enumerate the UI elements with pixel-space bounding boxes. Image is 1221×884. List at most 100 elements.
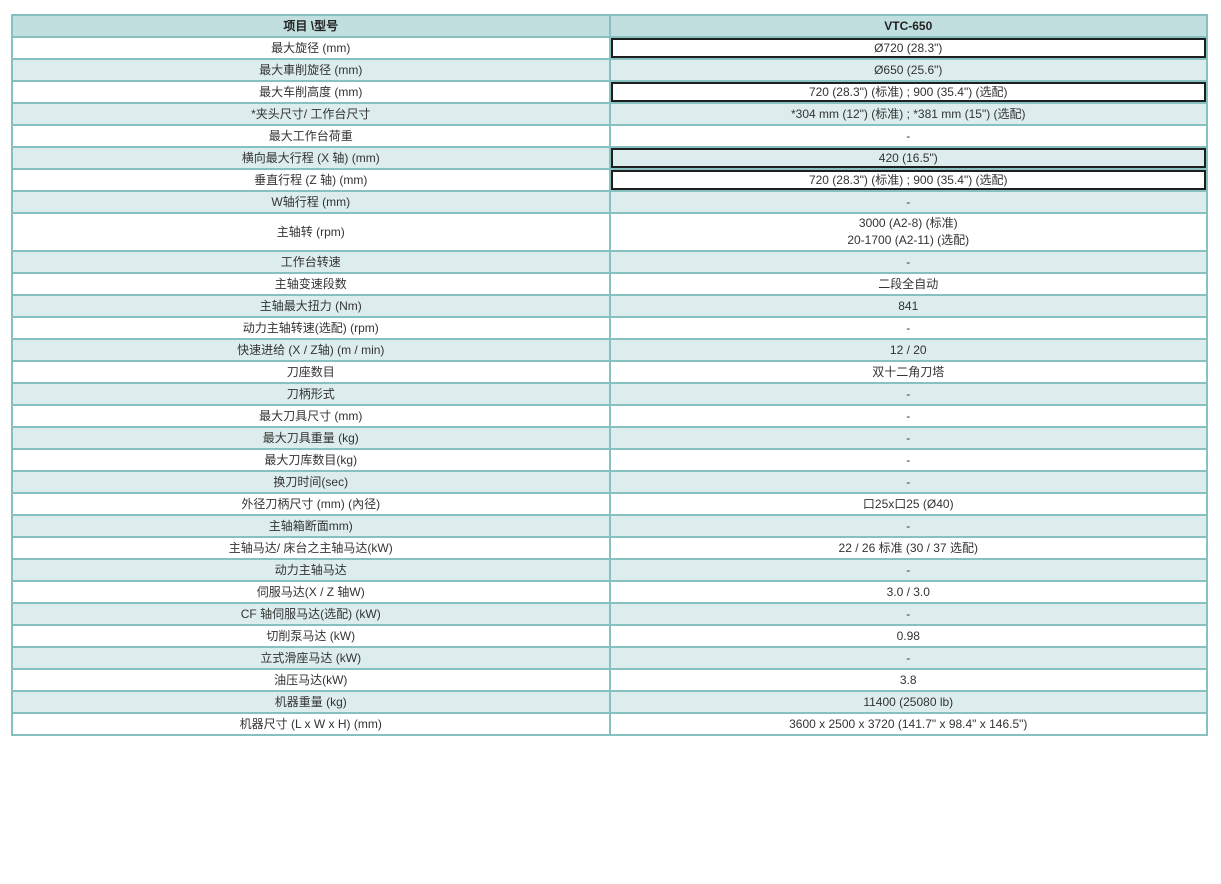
spec-value: 11400 (25080 lb) [608,690,1208,714]
spec-table: 项目 \型号 VTC-650 最大旋径 (mm) Ø720 (28.3") 最大車削… [11,14,1208,736]
spec-label: 横向最大行程 (X 轴) (mm) [11,146,611,170]
table-row: 动力主轴马达 - [11,558,1208,582]
spec-value: - [608,250,1208,274]
spec-value: - [608,316,1208,340]
spec-value: 720 (28.3") (标准) ; 900 (35.4") (选配) [608,80,1208,104]
spec-value: 12 / 20 [608,338,1208,362]
table-row: 切削泵马达 (kW) 0.98 [11,624,1208,648]
spec-label: 工作台转速 [11,250,611,274]
spec-label: 立式滑座马达 (kW) [11,646,611,670]
table-row: 主轴转 (rpm) 3000 (A2-8) (标准) 20-1700 (A2-11)… [11,212,1208,252]
spec-value: - [608,382,1208,406]
table-row: 最大刀具重量 (kg) - [11,426,1208,450]
spec-value: 3600 x 2500 x 3720 (141.7" x 98.4" x 146… [608,712,1208,736]
table-row: W轴行程 (mm) - [11,190,1208,214]
table-row: *夹头尺寸/ 工作台尺寸 *304 mm (12") (标准) ; *381 mm… [11,102,1208,126]
spec-label: 油压马达(kW) [11,668,611,692]
spec-label: 机器重量 (kg) [11,690,611,714]
spec-label: 换刀时间(sec) [11,470,611,494]
spec-label: 机器尺寸 (L x W x H) (mm) [11,712,611,736]
spec-value: 3000 (A2-8) (标准) 20-1700 (A2-11) (选配) [608,212,1208,252]
spec-label: 最大刀具尺寸 (mm) [11,404,611,428]
table-row: CF 轴伺服马达(选配) (kW) - [11,602,1208,626]
spec-label: 动力主轴转速(选配) (rpm) [11,316,611,340]
spec-label: 主轴最大扭力 (Nm) [11,294,611,318]
table-row: 刀座数目 双十二角刀塔 [11,360,1208,384]
spec-label: 主轴箱断面mm) [11,514,611,538]
table-row: 最大車削旋径 (mm) Ø650 (25.6") [11,58,1208,82]
spec-label: 动力主轴马达 [11,558,611,582]
table-row: 工作台转速 - [11,250,1208,274]
spec-value: 0.98 [608,624,1208,648]
spec-label: 最大刀库数目(kg) [11,448,611,472]
spec-value: - [608,404,1208,428]
spec-value: 3.8 [608,668,1208,692]
spec-value: - [608,646,1208,670]
header-model-name: VTC-650 [608,14,1208,38]
table-row: 油压马达(kW) 3.8 [11,668,1208,692]
table-row: 横向最大行程 (X 轴) (mm) 420 (16.5") [11,146,1208,170]
spec-label: 垂直行程 (Z 轴) (mm) [11,168,611,192]
spec-label: 伺服马达(X / Z 轴W) [11,580,611,604]
spec-value: - [608,602,1208,626]
table-row: 动力主轴转速(选配) (rpm) - [11,316,1208,340]
header-row: 项目 \型号 VTC-650 [11,14,1208,38]
spec-value: 22 / 26 标准 (30 / 37 选配) [608,536,1208,560]
table-row: 换刀时间(sec) - [11,470,1208,494]
spec-value: - [608,470,1208,494]
spec-label: 最大刀具重量 (kg) [11,426,611,450]
table-row: 垂直行程 (Z 轴) (mm) 720 (28.3") (标准) ; 900 (3… [11,168,1208,192]
table-row: 主轴变速段数 二段全自动 [11,272,1208,296]
spec-value: - [608,426,1208,450]
table-row: 最大刀库数目(kg) - [11,448,1208,472]
table-row: 最大刀具尺寸 (mm) - [11,404,1208,428]
spec-value: - [608,448,1208,472]
spec-value: 双十二角刀塔 [608,360,1208,384]
spec-table-head: 项目 \型号 VTC-650 [11,14,1208,38]
spec-value: - [608,514,1208,538]
table-row: 机器重量 (kg) 11400 (25080 lb) [11,690,1208,714]
spec-label: 刀座数目 [11,360,611,384]
spec-label: 最大車削旋径 (mm) [11,58,611,82]
table-row: 主轴最大扭力 (Nm) 841 [11,294,1208,318]
spec-label: *夹头尺寸/ 工作台尺寸 [11,102,611,126]
spec-value: *304 mm (12") (标准) ; *381 mm (15") (选配) [608,102,1208,126]
table-row: 最大工作台荷重 - [11,124,1208,148]
spec-value: 3.0 / 3.0 [608,580,1208,604]
spec-label: 主轴转 (rpm) [11,212,611,252]
spec-label: W轴行程 (mm) [11,190,611,214]
table-row: 外径刀柄尺寸 (mm) (內径) 口25x口25 (Ø40) [11,492,1208,516]
spec-value: 841 [608,294,1208,318]
spec-label: 切削泵马达 (kW) [11,624,611,648]
spec-label: 刀柄形式 [11,382,611,406]
spec-label: 主轴马达/ 床台之主轴马达(kW) [11,536,611,560]
header-item-model-label: 项目 \型号 [11,14,611,38]
spec-label: 最大工作台荷重 [11,124,611,148]
spec-value: - [608,558,1208,582]
table-row: 刀柄形式 - [11,382,1208,406]
table-row: 立式滑座马达 (kW) - [11,646,1208,670]
spec-label: 外径刀柄尺寸 (mm) (內径) [11,492,611,516]
table-row: 伺服马达(X / Z 轴W) 3.0 / 3.0 [11,580,1208,604]
spec-label: 最大旋径 (mm) [11,36,611,60]
page: 项目 \型号 VTC-650 最大旋径 (mm) Ø720 (28.3") 最大車削… [0,14,1221,884]
spec-value: 720 (28.3") (标准) ; 900 (35.4") (选配) [608,168,1208,192]
table-row: 主轴马达/ 床台之主轴马达(kW) 22 / 26 标准 (30 / 37 选配) [11,536,1208,560]
spec-value: - [608,190,1208,214]
spec-value: 二段全自动 [608,272,1208,296]
table-row: 机器尺寸 (L x W x H) (mm) 3600 x 2500 x 3720 … [11,712,1208,736]
spec-value: Ø720 (28.3") [608,36,1208,60]
spec-value: 420 (16.5") [608,146,1208,170]
table-row: 主轴箱断面mm) - [11,514,1208,538]
table-row: 最大旋径 (mm) Ø720 (28.3") [11,36,1208,60]
spec-value: 口25x口25 (Ø40) [608,492,1208,516]
table-row: 快速进给 (X / Z轴) (m / min) 12 / 20 [11,338,1208,362]
spec-value: Ø650 (25.6") [608,58,1208,82]
table-row: 最大车削高度 (mm) 720 (28.3") (标准) ; 900 (35.4"… [11,80,1208,104]
spec-label: 最大车削高度 (mm) [11,80,611,104]
spec-table-body: 最大旋径 (mm) Ø720 (28.3") 最大車削旋径 (mm) Ø650 (25… [11,36,1208,736]
spec-label: 快速进给 (X / Z轴) (m / min) [11,338,611,362]
spec-label: 主轴变速段数 [11,272,611,296]
spec-value: - [608,124,1208,148]
spec-label: CF 轴伺服马达(选配) (kW) [11,602,611,626]
